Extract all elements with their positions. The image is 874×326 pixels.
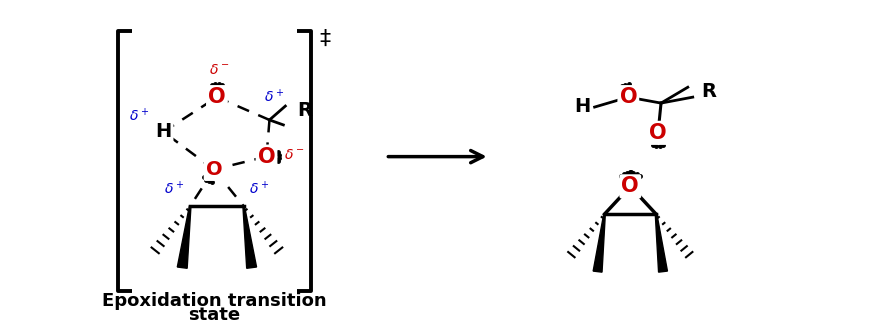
Text: O: O	[620, 87, 637, 107]
Text: Epoxidation transition: Epoxidation transition	[102, 292, 327, 310]
Text: $\delta^-$: $\delta^-$	[209, 63, 229, 77]
Polygon shape	[243, 206, 257, 268]
Text: O: O	[205, 160, 222, 179]
Text: H: H	[574, 96, 591, 116]
Text: $\delta^+$: $\delta^+$	[264, 87, 285, 105]
Polygon shape	[656, 214, 668, 272]
Text: ‡: ‡	[319, 29, 330, 49]
Text: state: state	[189, 306, 240, 324]
Text: O: O	[258, 147, 275, 167]
Polygon shape	[593, 214, 606, 272]
Text: R: R	[297, 100, 312, 120]
Text: H: H	[156, 122, 171, 141]
Text: $\delta^-$: $\delta^-$	[284, 148, 304, 162]
Polygon shape	[177, 206, 191, 268]
Text: $\delta^+$: $\delta^+$	[249, 180, 270, 197]
Text: R: R	[702, 82, 717, 101]
Text: O: O	[649, 123, 667, 143]
Text: $\delta^+$: $\delta^+$	[164, 180, 184, 197]
Text: O: O	[621, 176, 639, 196]
Text: $\delta^+$: $\delta^+$	[129, 107, 149, 125]
Text: O: O	[208, 87, 225, 107]
